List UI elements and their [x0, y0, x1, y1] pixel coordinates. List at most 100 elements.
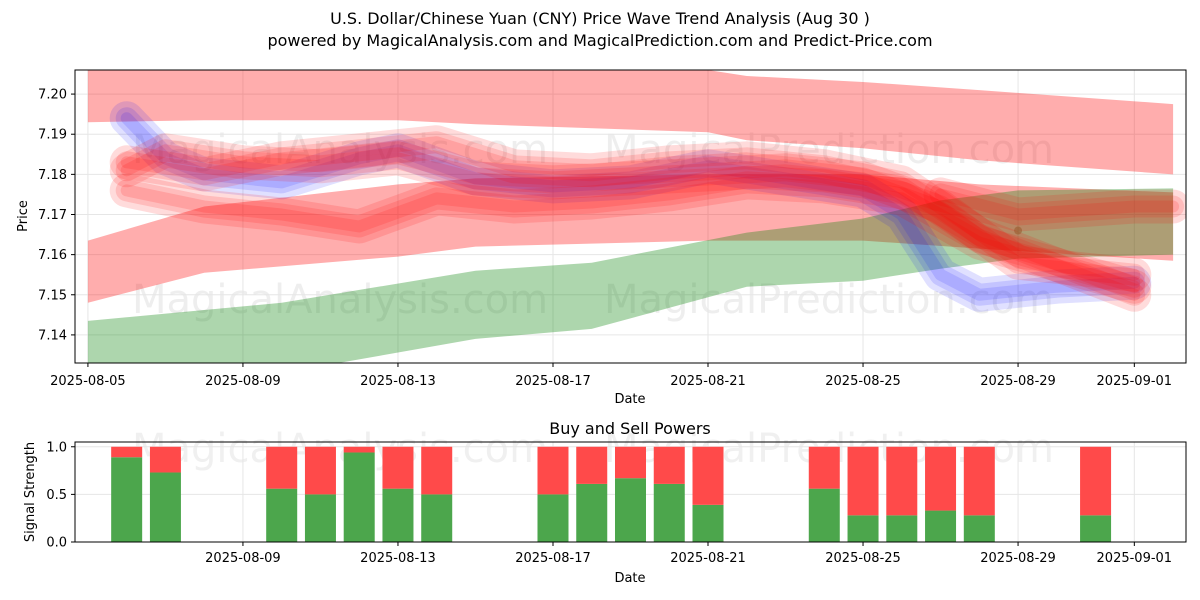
sell-bar: [1080, 446, 1112, 516]
wave-red-4-layer-1: [929, 183, 1185, 226]
buy-bar: [149, 472, 181, 542]
buy-bar: [925, 510, 957, 542]
wave-red-4-layer-2: [934, 188, 1180, 221]
chart-subtitle: powered by MagicalAnalysis.com and Magic…: [267, 31, 933, 50]
buy-bar: [692, 504, 724, 542]
price-y-tick-label: 7.18: [38, 168, 67, 183]
sell-bar: [111, 446, 143, 458]
powers-x-tick-label: 2025-08-21: [670, 551, 746, 566]
price-x-tick-label: 2025-08-17: [515, 374, 591, 389]
powers-plot-frame: [74, 441, 1187, 543]
price-x-axis-label: Date: [614, 392, 645, 407]
wave-red-2-layer-1: [115, 171, 1146, 298]
sell-bar: [343, 446, 375, 453]
wave-red-1-layer-2: [120, 144, 1141, 281]
powers-x-tick-label: 2025-09-01: [1097, 551, 1173, 566]
buy-bar: [963, 515, 995, 542]
sell-bar: [653, 446, 685, 484]
powers-y-tick-label: 0.5: [46, 488, 67, 503]
powers-ticks: 2025-08-09 2025-08-13 2025-08-17 2025-08-21…: [46, 440, 1172, 566]
wave-blue-0-layer-0: [109, 101, 1152, 312]
price-plot-frame: [74, 69, 1187, 364]
wave-red-4-layer-0: [923, 177, 1186, 232]
wave-red-1-layer-0: [109, 133, 1152, 292]
price-y-tick-label: 7.16: [38, 248, 67, 263]
price-x-tick-label: 2025-08-25: [825, 374, 901, 389]
watermark-analysis-mid: MagicalAnalysis.com: [132, 277, 548, 323]
sell-bar: [149, 446, 181, 473]
wave-blue-0-layer-2: [120, 112, 1141, 301]
price-waves: [109, 101, 1186, 312]
powers-title: Buy and Sell Powers: [549, 419, 711, 438]
wave-red-3-layer-1: [115, 131, 1146, 306]
price-x-tick-label: 2025-08-21: [670, 374, 746, 389]
sell-bar: [847, 446, 879, 516]
wave-red-2-layer-0: [109, 165, 1152, 304]
powers-x-tick-label: 2025-08-29: [980, 551, 1056, 566]
buy-bar: [421, 494, 453, 542]
price-y-tick-label: 7.17: [38, 208, 67, 223]
wave-red-2-layer-2: [120, 176, 1141, 293]
watermark-analysis-bottom: MagicalAnalysis.com: [132, 426, 548, 472]
powers-x-axis-label: Date: [614, 571, 645, 586]
buy-bar: [653, 483, 685, 542]
buy-bar: [576, 483, 608, 542]
watermarks: MagicalAnalysis.com MagicalPrediction.co…: [132, 127, 1054, 472]
trend-band-green-2: [87, 188, 1174, 363]
price-y-tick-label: 7.14: [38, 328, 67, 343]
buy-bar: [614, 478, 647, 542]
sell-bar: [692, 446, 724, 505]
price-x-tick-label: 2025-08-29: [980, 374, 1056, 389]
buy-bar: [111, 457, 143, 542]
price-x-tick-label: 2025-09-01: [1097, 374, 1173, 389]
sell-bar: [537, 446, 569, 495]
price-grid: [75, 70, 1186, 363]
price-x-tick-label: 2025-08-09: [205, 374, 281, 389]
buy-bar: [847, 515, 879, 542]
sell-bar: [576, 446, 608, 484]
price-y-axis-label: Price: [16, 200, 31, 232]
sell-bar: [421, 446, 453, 495]
powers-x-tick-label: 2025-08-09: [205, 551, 281, 566]
price-x-tick-label: 2025-08-13: [360, 374, 436, 389]
sell-bar: [266, 446, 298, 489]
sell-bar: [382, 446, 414, 489]
powers-x-tick-label: 2025-08-17: [515, 551, 591, 566]
buy-bar: [266, 488, 298, 542]
sell-bar: [304, 446, 336, 495]
wave-red-1-layer-1: [115, 139, 1146, 286]
buy-bar: [382, 488, 414, 542]
powers-y-axis-label: Signal Strength: [23, 442, 38, 542]
powers-y-tick-label: 1.0: [46, 440, 67, 455]
sell-bar: [614, 446, 647, 479]
sell-bar: [808, 446, 840, 489]
buy-bar: [886, 515, 918, 542]
price-y-tick-label: 7.19: [38, 128, 67, 143]
wave-point-0: [1014, 226, 1023, 235]
wave-red-3-layer-0: [109, 125, 1152, 312]
buy-bar: [304, 494, 336, 542]
powers-x-tick-label: 2025-08-25: [825, 551, 901, 566]
sell-bar: [925, 446, 957, 511]
sell-bar: [886, 446, 918, 516]
trend-band-red-0: [87, 70, 1174, 175]
watermark-prediction-mid: MagicalPrediction.com: [604, 277, 1054, 323]
price-ticks: 2025-08-05 2025-08-09 2025-08-13 2025-08-17…: [38, 88, 1172, 389]
powers-x-tick-label: 2025-08-13: [360, 551, 436, 566]
buy-bar: [343, 452, 375, 542]
price-y-tick-label: 7.20: [38, 88, 67, 103]
trend-band-red-1: [87, 174, 1174, 303]
powers-y-tick-label: 0.0: [46, 536, 67, 551]
wave-blue-0-layer-1: [115, 107, 1146, 306]
chart-title: U.S. Dollar/Chinese Yuan (CNY) Price Wav…: [330, 9, 870, 28]
price-bands: [87, 70, 1174, 363]
powers-bars: [111, 446, 1112, 542]
sell-bar: [963, 446, 995, 516]
price-x-tick-label: 2025-08-05: [50, 374, 126, 389]
price-y-tick-label: 7.15: [38, 288, 67, 303]
buy-bar: [1080, 515, 1112, 542]
buy-bar: [537, 494, 569, 542]
buy-bar: [808, 488, 840, 542]
wave-red-3-layer-2: [120, 136, 1141, 301]
